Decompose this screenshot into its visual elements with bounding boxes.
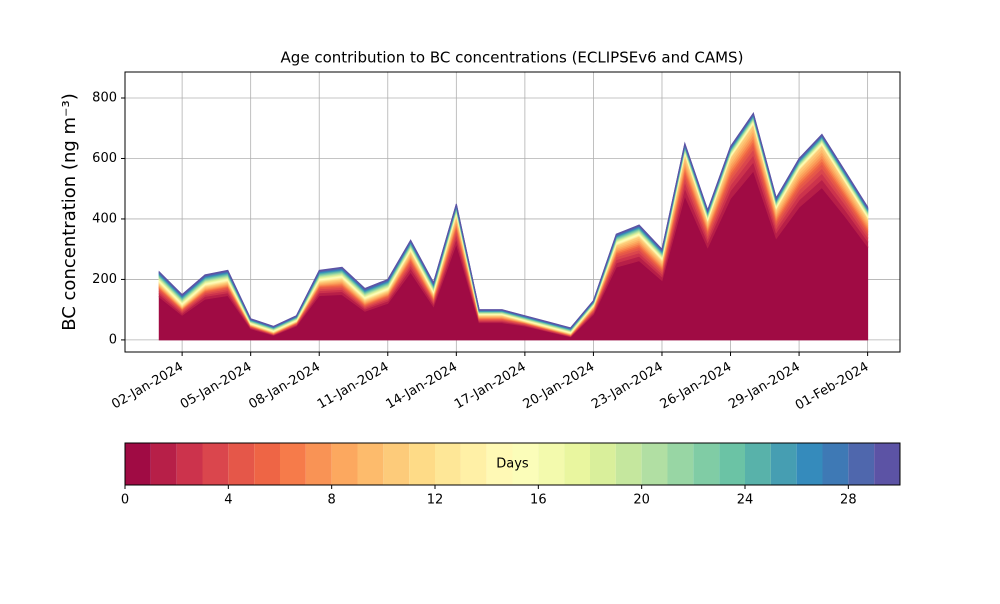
x-tick-label: 05-Jan-2024: [178, 360, 255, 413]
x-tick-label: 23-Jan-2024: [589, 360, 666, 413]
colorbar-bin: [693, 443, 720, 485]
colorbar-bin: [745, 443, 771, 485]
colorbar-bin: [848, 443, 875, 485]
colorbar-frame: [124, 442, 901, 486]
x-tick-label: 02-Jan-2024: [109, 360, 186, 413]
colorbar-label: Days: [496, 457, 529, 472]
colorbar-bin: [512, 443, 539, 485]
colorbar-tick-label: 16: [530, 493, 547, 508]
colorbar-bin: [357, 443, 384, 485]
colorbar-bin: [280, 443, 306, 485]
colorbar-bin: [383, 443, 410, 485]
colorbar-bin: [228, 443, 255, 485]
colorbar-bin: [538, 443, 565, 485]
y-tick-label: 800: [92, 91, 117, 106]
x-tick-label: 29-Jan-2024: [726, 360, 803, 413]
chart-title: Age contribution to BC concentrations (E…: [281, 49, 744, 67]
colorbar-bin: [435, 443, 461, 485]
colorbar-bin: [564, 443, 590, 485]
colorbar-tick-label: 24: [737, 493, 754, 508]
colorbar-tick-label: 4: [224, 493, 232, 508]
x-tick-label: 14-Jan-2024: [383, 360, 460, 413]
colorbar-tick-label: 0: [121, 493, 129, 508]
x-tick-label: 08-Jan-2024: [246, 360, 323, 413]
colorbar-bin: [822, 443, 849, 485]
colorbar-bin: [150, 443, 177, 485]
colorbar-bin: [667, 443, 694, 485]
colorbar-bin: [770, 443, 797, 485]
y-tick-label: 200: [92, 272, 117, 287]
plot-frame: [124, 71, 901, 353]
colorbar-bin: [460, 443, 487, 485]
colorbar-tick-label: 28: [840, 493, 857, 508]
colorbar-tick-label: 8: [328, 493, 336, 508]
colorbar-bin: [796, 443, 823, 485]
colorbar-bin: [176, 443, 203, 485]
colorbar-tick-label: 12: [427, 493, 444, 508]
y-tick-label: 0: [109, 332, 117, 347]
x-tick-label: 17-Jan-2024: [452, 360, 529, 413]
colorbar-bin: [719, 443, 745, 485]
colorbar-tick-label: 20: [633, 493, 650, 508]
colorbar-bin: [641, 443, 668, 485]
colorbar-bin: [409, 443, 435, 485]
colorbar-bin: [202, 443, 229, 485]
colorbar-bin: [615, 443, 642, 485]
colorbar-bin: [254, 443, 280, 485]
colorbar-bin: [331, 443, 358, 485]
colorbar-bin: [305, 443, 332, 485]
y-tick-label: 600: [92, 151, 117, 166]
colorbar-bin: [486, 443, 513, 485]
colorbar-bin: [590, 443, 616, 485]
colorbar-bin: [874, 443, 900, 485]
y-axis-label: BC concentration (ng m⁻³): [59, 93, 80, 331]
x-tick-label: 26-Jan-2024: [658, 360, 735, 413]
x-tick-label: 20-Jan-2024: [521, 360, 598, 413]
x-tick-label: 01-Feb-2024: [793, 360, 872, 414]
colorbar-bin: [125, 443, 151, 485]
area-layer: [158, 111, 869, 329]
y-tick-label: 400: [92, 211, 117, 226]
x-tick-label: 11-Jan-2024: [315, 360, 392, 413]
